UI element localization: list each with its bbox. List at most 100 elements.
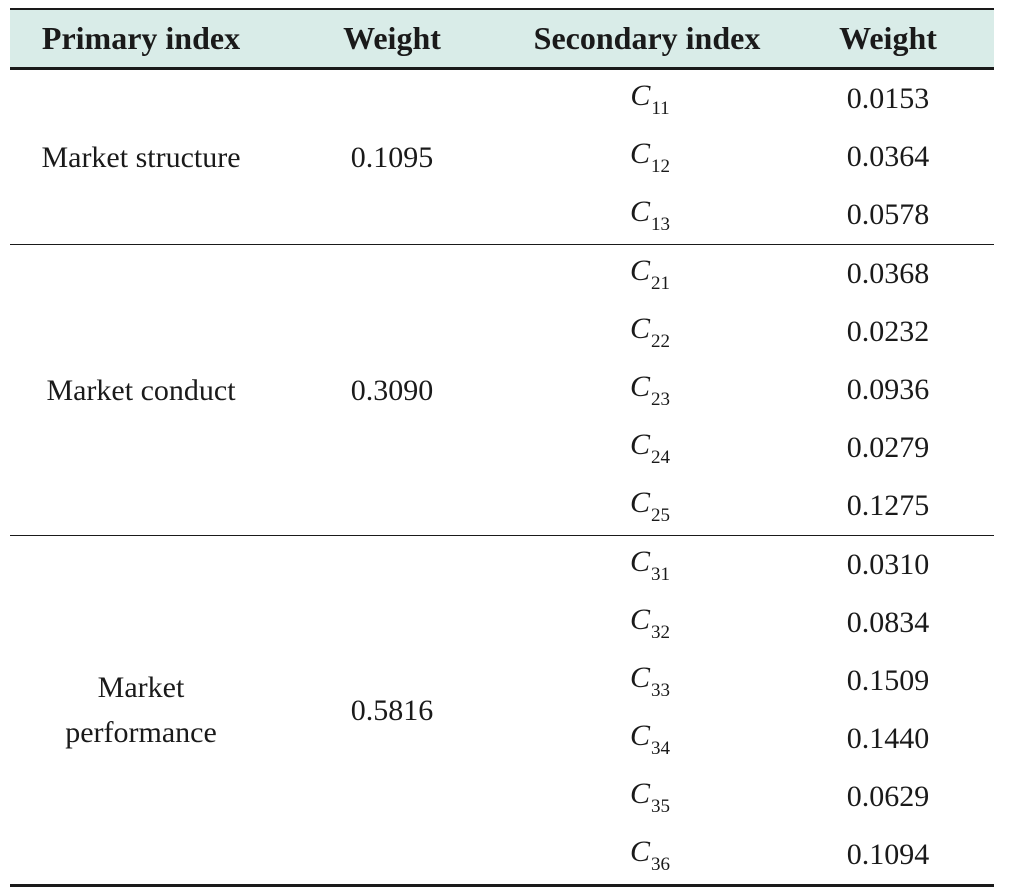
table-row: Market conduct 0.3090 C21 0.0368 <box>10 244 994 536</box>
secondary-index-cell: C12 <box>512 128 782 186</box>
secondary-index-cell: C36 <box>512 826 782 887</box>
secondary-index-symbol: C35 <box>624 777 670 818</box>
secondary-index-subscript: 25 <box>651 504 670 526</box>
secondary-index-subscript: 21 <box>651 272 670 294</box>
secondary-index-cell: C35 <box>512 768 782 826</box>
secondary-index-cell: C21 <box>512 245 782 304</box>
secondary-index-symbol: C11 <box>624 79 669 120</box>
secondary-weight-cell: 0.0578 <box>782 186 994 245</box>
secondary-index-letter: C <box>629 427 650 461</box>
secondary-index-subscript: 33 <box>651 679 670 701</box>
table-row: C35 0.0629 <box>10 768 994 826</box>
header-primary-index: Primary index <box>10 8 272 70</box>
secondary-index-letter: C <box>629 485 650 519</box>
table-row: C22 0.0232 <box>10 303 994 361</box>
secondary-index-symbol: C34 <box>624 719 670 760</box>
secondary-index-cell: C22 <box>512 303 782 361</box>
secondary-index-subscript: 23 <box>651 388 670 410</box>
secondary-index-letter: C <box>629 544 650 578</box>
secondary-index-subscript: 24 <box>651 446 670 468</box>
table-body: Market structure 0.1095 C11 0.0153 C12 0.0364… <box>10 68 994 887</box>
secondary-index-symbol: C12 <box>624 137 670 178</box>
secondary-index-subscript: 22 <box>651 330 670 352</box>
header-row: Primary index Weight Secondary index Wei… <box>10 8 994 70</box>
primary-index-label-line1: Market <box>97 671 185 704</box>
secondary-index-letter: C <box>629 718 650 752</box>
table-row: Market performance 0.5816 C31 0.0310 <box>10 535 994 887</box>
secondary-weight-cell: 0.0629 <box>846 780 930 813</box>
header-primary-weight: Weight <box>272 8 512 70</box>
secondary-index-subscript: 11 <box>651 97 670 119</box>
secondary-index-subscript: 36 <box>651 853 670 875</box>
secondary-index-letter: C <box>630 78 651 112</box>
secondary-index-subscript: 34 <box>651 737 670 759</box>
secondary-weight-cell: 0.0279 <box>846 431 930 464</box>
primary-index-cell: Market conduct <box>10 244 272 536</box>
primary-weight-cell: 0.3090 <box>272 244 512 536</box>
primary-index-label: Market conduct <box>46 373 236 407</box>
table-header: Primary index Weight Secondary index Wei… <box>10 8 994 70</box>
secondary-index-subscript: 13 <box>651 213 670 235</box>
secondary-weight-cell: 0.0936 <box>846 373 930 406</box>
table-row: Market structure 0.1095 C11 0.0153 <box>10 68 994 245</box>
table-row: C12 0.0364 <box>10 128 994 186</box>
secondary-index-cell: C31 <box>512 536 782 595</box>
secondary-index-symbol: C21 <box>624 254 670 295</box>
secondary-weight-cell: 0.0368 <box>846 257 930 290</box>
secondary-index-symbol: C36 <box>624 835 670 876</box>
secondary-index-cell: C23 <box>512 361 782 419</box>
table-row: C23 0.0936 <box>10 361 994 419</box>
primary-index-cell: Market structure <box>10 68 272 245</box>
secondary-index-symbol: C32 <box>624 603 670 644</box>
secondary-index-letter: C <box>629 253 650 287</box>
table-row: C13 0.0578 <box>10 186 994 245</box>
table-row: C36 0.1094 <box>10 826 994 887</box>
table-row: C32 0.0834 <box>10 594 994 652</box>
secondary-index-letter: C <box>629 834 650 868</box>
secondary-weight-cell: 0.0310 <box>846 548 930 581</box>
secondary-index-cell: C34 <box>512 710 782 768</box>
primary-weight-cell: 0.5816 <box>272 535 512 887</box>
secondary-weight-cell: 0.0834 <box>846 606 930 639</box>
table-row: C33 0.1509 <box>10 652 994 710</box>
header-secondary-index: Secondary index <box>512 8 782 70</box>
secondary-weight-cell: 0.1509 <box>846 664 930 697</box>
secondary-index-symbol: C22 <box>624 312 670 353</box>
secondary-weight-cell: 0.1440 <box>846 722 930 755</box>
secondary-index-symbol: C33 <box>624 661 670 702</box>
secondary-index-letter: C <box>629 776 650 810</box>
secondary-weight-cell: 0.0364 <box>846 140 930 173</box>
table-row: C25 0.1275 <box>10 477 994 536</box>
secondary-weight-cell: 0.1275 <box>782 477 994 536</box>
index-weight-table-container: Primary index Weight Secondary index Wei… <box>10 8 994 887</box>
secondary-index-cell: C25 <box>512 477 782 536</box>
secondary-index-letter: C <box>629 660 650 694</box>
secondary-index-symbol: C31 <box>624 545 670 586</box>
table-row: C24 0.0279 <box>10 419 994 477</box>
secondary-index-letter: C <box>629 194 650 228</box>
primary-index-label: Market structure <box>41 140 241 174</box>
secondary-index-cell: C33 <box>512 652 782 710</box>
secondary-index-symbol: C13 <box>624 195 670 236</box>
secondary-weight-cell: 0.0153 <box>846 82 930 115</box>
secondary-index-cell: C24 <box>512 419 782 477</box>
table-row: C34 0.1440 <box>10 710 994 768</box>
primary-weight-cell: 0.1095 <box>272 68 512 245</box>
secondary-index-subscript: 12 <box>651 155 670 177</box>
secondary-weight-cell: 0.1094 <box>782 826 994 887</box>
secondary-index-cell: C13 <box>512 186 782 245</box>
index-weight-table: Primary index Weight Secondary index Wei… <box>10 8 994 887</box>
secondary-index-letter: C <box>629 602 650 636</box>
secondary-index-letter: C <box>629 311 650 345</box>
secondary-index-subscript: 35 <box>651 795 670 817</box>
secondary-weight-cell: 0.0232 <box>846 315 930 348</box>
secondary-index-symbol: C24 <box>624 428 670 469</box>
primary-index-cell: Market performance <box>10 535 272 887</box>
header-secondary-weight: Weight <box>782 8 994 70</box>
secondary-index-subscript: 32 <box>651 621 670 643</box>
secondary-index-letter: C <box>629 369 650 403</box>
secondary-index-symbol: C23 <box>624 370 670 411</box>
secondary-index-subscript: 31 <box>651 563 670 585</box>
primary-index-label-line2: performance <box>65 716 217 749</box>
secondary-index-letter: C <box>629 136 650 170</box>
